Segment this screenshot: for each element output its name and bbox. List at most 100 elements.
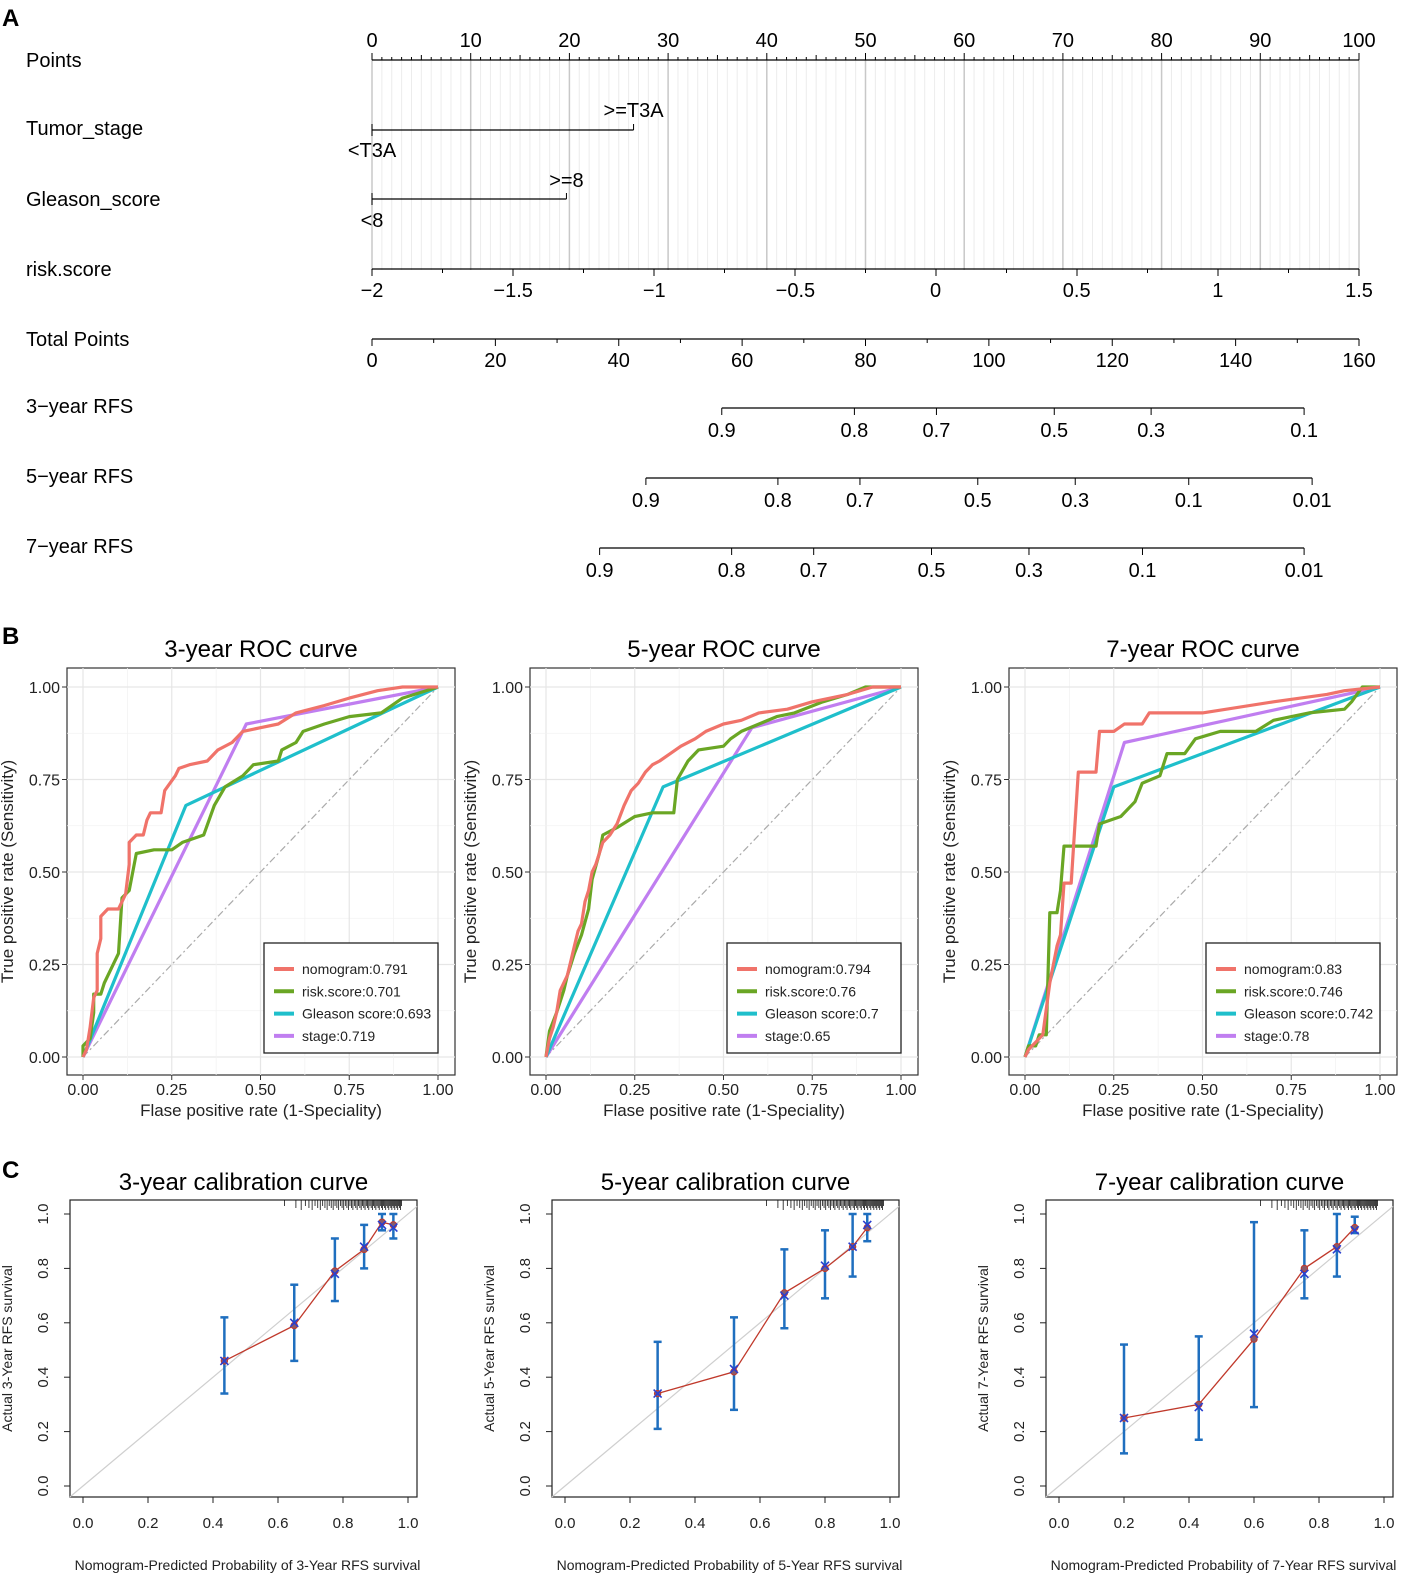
chart-title: 3-year calibration curve <box>119 1169 368 1196</box>
bias-corrected-mark <box>779 1291 789 1301</box>
legend-entry: Gleason score:0.742 <box>1244 1006 1373 1022</box>
total-points-tick-label: 120 <box>1096 350 1129 372</box>
y-tick-label: 0.6 <box>35 1312 52 1333</box>
rfs-tick-label: 0.7 <box>800 560 828 582</box>
rfs-tick-label: 0.7 <box>923 420 951 442</box>
y-tick-label: 0.75 <box>971 773 1002 790</box>
x-tick-label: 0.8 <box>333 1515 354 1532</box>
rfs-tick-label: 0.01 <box>1293 490 1332 512</box>
bias-corrected-mark <box>330 1269 340 1279</box>
ideal-line <box>551 1206 900 1498</box>
roc-series-gleason <box>81 685 439 1058</box>
total-points-tick-label: 160 <box>1342 350 1375 372</box>
chart-title: 5-year calibration curve <box>601 1169 850 1196</box>
x-tick-label: 0.50 <box>1187 1082 1218 1099</box>
y-tick-label: 0.75 <box>29 773 60 790</box>
y-tick-label: 0.2 <box>35 1421 52 1442</box>
panel-label-a: A <box>2 5 19 32</box>
bias-corrected-mark <box>1350 1225 1360 1235</box>
tumor-stage-level: >=T3A <box>604 100 665 122</box>
y-tick-label: 0.6 <box>1011 1312 1028 1333</box>
roc-series-stage <box>81 685 439 1058</box>
y-tick-label: 0.00 <box>29 1050 60 1067</box>
bias-corrected-mark <box>1299 1269 1309 1279</box>
y-axis-label: Actual 3-Year RFS survival <box>0 1265 15 1432</box>
points-tick-label: 90 <box>1249 30 1271 52</box>
x-tick-label: 0.00 <box>1009 1082 1040 1099</box>
total-points-tick-label: 100 <box>972 350 1005 372</box>
legend-entry: risk.score:0.76 <box>765 983 856 999</box>
roc-series-gleason <box>1023 685 1381 1058</box>
y-tick-label: 0.50 <box>492 865 523 882</box>
calibration-line <box>1123 1227 1356 1419</box>
x-axis-label: Flase positive rate (1-Speciality) <box>140 1101 382 1120</box>
rfs-tick-label: 0.5 <box>918 560 946 582</box>
nomogram-row-label: Gleason_score <box>26 189 161 211</box>
y-tick-label: 0.4 <box>35 1367 52 1388</box>
y-tick-label: 1.00 <box>492 680 523 697</box>
bias-corrected-mark <box>388 1223 398 1233</box>
points-tick-label: 80 <box>1150 30 1172 52</box>
total-points-tick-label: 60 <box>731 350 753 372</box>
legend-entry: nomogram:0.794 <box>765 961 871 977</box>
risk-score-tick-label: 1 <box>1212 280 1223 302</box>
x-tick-label: 0.4 <box>685 1515 706 1532</box>
risk-score-tick-label: −1.5 <box>493 280 532 302</box>
plot-frame <box>1045 1199 1394 1498</box>
x-tick-label: 0.2 <box>620 1515 641 1532</box>
nomogram-row-label: Tumor_stage <box>26 118 143 140</box>
y-axis-label: Actual 7-Year RFS survival <box>975 1265 991 1432</box>
x-tick-label: 1.00 <box>1364 1082 1395 1099</box>
x-tick-label: 0.0 <box>1049 1515 1070 1532</box>
x-tick-label: 0.25 <box>1098 1082 1129 1099</box>
x-tick-label: 0.0 <box>73 1515 94 1532</box>
roc-chart-3: 0.00 0.00 0.25 0.25 0.50 0.50 0.75 0.75 1.00 1.00… <box>940 636 1398 1120</box>
x-tick-label: 0.00 <box>67 1082 98 1099</box>
chart-title: 5-year ROC curve <box>627 636 820 663</box>
y-tick-label: 0.2 <box>517 1421 534 1442</box>
x-tick-label: 0.8 <box>815 1515 836 1532</box>
legend-entry: risk.score:0.701 <box>302 983 401 999</box>
rfs-tick-label: 0.9 <box>586 560 614 582</box>
points-tick-label: 40 <box>756 30 778 52</box>
calibration-chart-1: 0.0 0.0 0.2 0.2 0.4 0.4 0.6 0.6 0.8 0.8 1.0 1.0 3-ye… <box>0 1169 420 1573</box>
diagonal-reference <box>1024 686 1381 1058</box>
legend-entry: nomogram:0.791 <box>302 961 408 977</box>
y-tick-label: 0.50 <box>29 865 60 882</box>
points-tick-label: 10 <box>460 30 482 52</box>
x-tick-label: 0.25 <box>156 1082 187 1099</box>
x-tick-label: 0.6 <box>268 1515 289 1532</box>
plot-frame <box>551 1199 900 1498</box>
x-tick-label: 0.4 <box>1179 1515 1200 1532</box>
calibration-point <box>1250 1335 1258 1343</box>
bias-corrected-mark <box>1119 1413 1129 1423</box>
x-tick-label: 0.50 <box>708 1082 739 1099</box>
rfs-tick-label: 0.8 <box>718 560 746 582</box>
y-tick-label: 0.25 <box>492 958 523 975</box>
legend-entry: stage:0.65 <box>765 1028 831 1044</box>
y-tick-label: 0.4 <box>517 1367 534 1388</box>
bias-corrected-mark <box>653 1388 663 1399</box>
rfs-tick-label: 0.3 <box>1061 490 1089 512</box>
points-tick-label: 0 <box>366 30 377 52</box>
x-tick-label: 0.6 <box>1244 1515 1265 1532</box>
y-tick-label: 1.00 <box>971 680 1002 697</box>
rfs-tick-label: 0.9 <box>632 490 660 512</box>
calibration-line <box>657 1227 868 1395</box>
y-tick-label: 0.00 <box>971 1050 1002 1067</box>
x-axis-label: Flase positive rate (1-Speciality) <box>1082 1101 1324 1120</box>
calibration-panels: 0.0 0.0 0.2 0.2 0.4 0.4 0.6 0.6 0.8 0.8 1.0 1.0 3-ye… <box>0 1169 1396 1573</box>
risk-score-tick-label: −1 <box>643 280 666 302</box>
rfs-tick-label: 0.9 <box>708 420 736 442</box>
legend: nomogram:0.791 risk.score:0.701 Gleason sc… <box>263 942 439 1054</box>
x-tick-label: 0.75 <box>334 1082 365 1099</box>
roc-series-gleason <box>544 685 902 1058</box>
tumor-stage-level: <T3A <box>348 140 397 162</box>
points-tick-label: 20 <box>558 30 580 52</box>
y-tick-label: 0.2 <box>1011 1421 1028 1442</box>
points-tick-label: 60 <box>953 30 975 52</box>
nomogram-row-label: risk.score <box>26 259 112 281</box>
roc-series-nomogram <box>1023 685 1381 1058</box>
total-points-tick-label: 40 <box>608 350 630 372</box>
